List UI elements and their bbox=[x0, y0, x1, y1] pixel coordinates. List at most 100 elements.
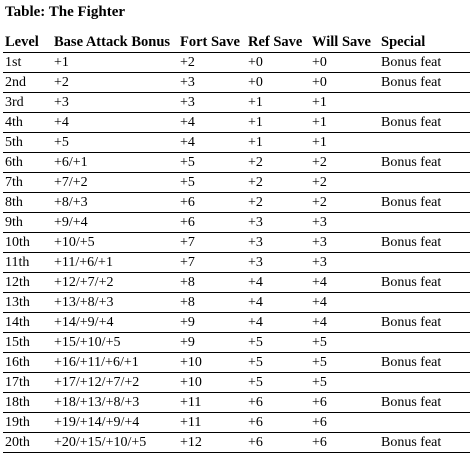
cell-special: Bonus feat bbox=[379, 352, 470, 373]
column-header-base-attack-bonus: Base Attack Bonus bbox=[52, 33, 178, 53]
cell-will-save: +6 bbox=[310, 432, 379, 453]
cell-fort-save: +8 bbox=[178, 272, 246, 293]
cell-fort-save: +7 bbox=[178, 252, 246, 273]
cell-will-save: +5 bbox=[310, 352, 379, 373]
cell-level: 9th bbox=[3, 212, 52, 233]
cell-will-save: +6 bbox=[310, 412, 379, 433]
cell-base-attack-bonus: +10/+5 bbox=[52, 232, 178, 253]
cell-fort-save: +12 bbox=[178, 432, 246, 453]
cell-level: 11th bbox=[3, 252, 52, 273]
cell-ref-save: +5 bbox=[246, 372, 310, 393]
cell-fort-save: +4 bbox=[178, 112, 246, 133]
table-row: 5th +5 +4 +1 +1 bbox=[3, 132, 470, 153]
column-header-ref-save: Ref Save bbox=[246, 33, 310, 53]
table-row: 9th +9/+4 +6 +3 +3 bbox=[3, 212, 470, 233]
cell-ref-save: +2 bbox=[246, 192, 310, 213]
table-row: 3rd +3 +3 +1 +1 bbox=[3, 92, 470, 113]
cell-will-save: +0 bbox=[310, 52, 379, 73]
cell-level: 7th bbox=[3, 172, 52, 193]
cell-special: Bonus feat bbox=[379, 112, 470, 133]
cell-base-attack-bonus: +2 bbox=[52, 72, 178, 93]
cell-ref-save: +4 bbox=[246, 312, 310, 333]
cell-base-attack-bonus: +7/+2 bbox=[52, 172, 178, 193]
cell-base-attack-bonus: +11/+6/+1 bbox=[52, 252, 178, 273]
cell-level: 8th bbox=[3, 192, 52, 213]
cell-will-save: +6 bbox=[310, 392, 379, 413]
cell-special bbox=[379, 412, 470, 433]
table-body: 1st +1 +2 +0 +0 Bonus feat 2nd +2 +3 +0 +0 Bonus fe… bbox=[3, 52, 470, 453]
cell-fort-save: +11 bbox=[178, 392, 246, 413]
cell-level: 2nd bbox=[3, 72, 52, 93]
cell-fort-save: +3 bbox=[178, 72, 246, 93]
cell-ref-save: +2 bbox=[246, 172, 310, 193]
cell-ref-save: +2 bbox=[246, 152, 310, 173]
cell-fort-save: +6 bbox=[178, 192, 246, 213]
table-row: 10th +10/+5 +7 +3 +3 Bonus feat bbox=[3, 232, 470, 253]
cell-base-attack-bonus: +20/+15/+10/+5 bbox=[52, 432, 178, 453]
cell-base-attack-bonus: +19/+14/+9/+4 bbox=[52, 412, 178, 433]
cell-level: 16th bbox=[3, 352, 52, 373]
table-row: 4th +4 +4 +1 +1 Bonus feat bbox=[3, 112, 470, 133]
cell-fort-save: +10 bbox=[178, 352, 246, 373]
cell-ref-save: +1 bbox=[246, 92, 310, 113]
cell-will-save: +1 bbox=[310, 92, 379, 113]
table-row: 8th +8/+3 +6 +2 +2 Bonus feat bbox=[3, 192, 470, 213]
cell-special: Bonus feat bbox=[379, 192, 470, 213]
cell-special: Bonus feat bbox=[379, 312, 470, 333]
cell-will-save: +2 bbox=[310, 192, 379, 213]
cell-special: Bonus feat bbox=[379, 52, 470, 73]
cell-ref-save: +0 bbox=[246, 72, 310, 93]
cell-base-attack-bonus: +8/+3 bbox=[52, 192, 178, 213]
cell-level: 20th bbox=[3, 432, 52, 453]
cell-fort-save: +9 bbox=[178, 332, 246, 353]
cell-special bbox=[379, 292, 470, 313]
cell-level: 15th bbox=[3, 332, 52, 353]
table-row: 13th +13/+8/+3 +8 +4 +4 bbox=[3, 292, 470, 313]
cell-will-save: +5 bbox=[310, 372, 379, 393]
cell-ref-save: +1 bbox=[246, 112, 310, 133]
table-row: 11th +11/+6/+1 +7 +3 +3 bbox=[3, 252, 470, 273]
table-row: 2nd +2 +3 +0 +0 Bonus feat bbox=[3, 72, 470, 93]
cell-fort-save: +9 bbox=[178, 312, 246, 333]
cell-will-save: +4 bbox=[310, 272, 379, 293]
cell-base-attack-bonus: +3 bbox=[52, 92, 178, 113]
cell-level: 10th bbox=[3, 232, 52, 253]
cell-base-attack-bonus: +15/+10/+5 bbox=[52, 332, 178, 353]
cell-fort-save: +11 bbox=[178, 412, 246, 433]
cell-will-save: +2 bbox=[310, 152, 379, 173]
cell-base-attack-bonus: +13/+8/+3 bbox=[52, 292, 178, 313]
cell-ref-save: +4 bbox=[246, 292, 310, 313]
cell-base-attack-bonus: +4 bbox=[52, 112, 178, 133]
header-row: Level Base Attack Bonus Fort Save Ref Sa… bbox=[3, 33, 470, 53]
cell-level: 12th bbox=[3, 272, 52, 293]
cell-special bbox=[379, 212, 470, 233]
cell-ref-save: +6 bbox=[246, 432, 310, 453]
cell-special: Bonus feat bbox=[379, 272, 470, 293]
cell-special: Bonus feat bbox=[379, 232, 470, 253]
table-row: 20th +20/+15/+10/+5 +12 +6 +6 Bonus feat bbox=[3, 432, 470, 453]
cell-fort-save: +2 bbox=[178, 52, 246, 73]
cell-base-attack-bonus: +6/+1 bbox=[52, 152, 178, 173]
cell-fort-save: +5 bbox=[178, 172, 246, 193]
cell-level: 5th bbox=[3, 132, 52, 153]
cell-will-save: +1 bbox=[310, 132, 379, 153]
column-header-will-save: Will Save bbox=[310, 33, 379, 53]
cell-special: Bonus feat bbox=[379, 72, 470, 93]
cell-level: 1st bbox=[3, 52, 52, 73]
cell-level: 14th bbox=[3, 312, 52, 333]
table-row: 6th +6/+1 +5 +2 +2 Bonus feat bbox=[3, 152, 470, 173]
cell-special bbox=[379, 252, 470, 273]
cell-will-save: +1 bbox=[310, 112, 379, 133]
cell-will-save: +3 bbox=[310, 232, 379, 253]
cell-level: 3rd bbox=[3, 92, 52, 113]
cell-base-attack-bonus: +5 bbox=[52, 132, 178, 153]
cell-special: Bonus feat bbox=[379, 432, 470, 453]
cell-special bbox=[379, 372, 470, 393]
cell-level: 13th bbox=[3, 292, 52, 313]
cell-level: 4th bbox=[3, 112, 52, 133]
cell-special bbox=[379, 92, 470, 113]
cell-ref-save: +0 bbox=[246, 52, 310, 73]
cell-level: 17th bbox=[3, 372, 52, 393]
cell-ref-save: +6 bbox=[246, 412, 310, 433]
cell-fort-save: +3 bbox=[178, 92, 246, 113]
